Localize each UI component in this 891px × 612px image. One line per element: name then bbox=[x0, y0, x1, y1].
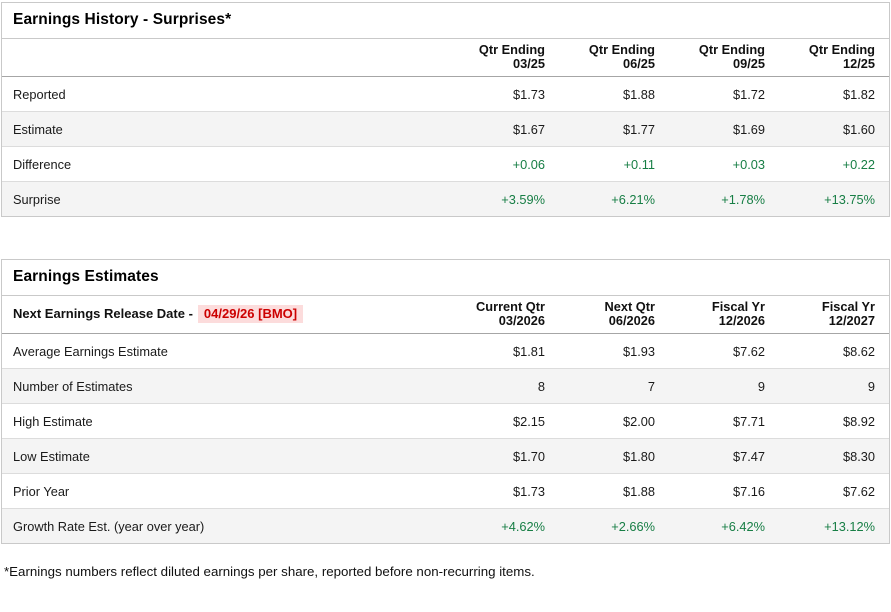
row-label: Average Earnings Estimate bbox=[13, 343, 168, 359]
col-header-line2: 03/2026 bbox=[498, 313, 545, 328]
estimates-col-header-1: Current Qtr 03/2026 bbox=[449, 296, 559, 334]
value-cell: +0.11 bbox=[559, 146, 669, 182]
value-cell: $1.60 bbox=[779, 111, 889, 147]
estimates-col-header-2: Next Qtr 06/2026 bbox=[559, 296, 669, 334]
value-cell: $8.30 bbox=[779, 438, 889, 474]
value-cell: $1.93 bbox=[622, 343, 655, 359]
row-label: Estimate bbox=[2, 111, 449, 147]
value-cell: $1.88 bbox=[622, 86, 655, 102]
table-row-surprise: Surprise +3.59% +6.21% +1.78% +13.75% bbox=[2, 181, 889, 216]
earnings-estimates-card: Earnings Estimates Next Earnings Release… bbox=[1, 259, 890, 544]
row-label: Difference bbox=[2, 146, 449, 182]
value-cell: +6.42% bbox=[669, 508, 779, 543]
next-earnings-release-date: 04/29/26 [BMO] bbox=[197, 305, 304, 323]
table-row-reported: Reported $1.73 $1.88 $1.72 $1.82 bbox=[2, 77, 889, 112]
value-cell: +0.06 bbox=[449, 146, 559, 182]
earnings-history-title: Earnings History - Surprises* bbox=[2, 3, 889, 39]
value-cell: 9 bbox=[779, 368, 889, 404]
history-col-header-2: Qtr Ending 06/25 bbox=[559, 39, 669, 77]
earnings-estimates-title: Earnings Estimates bbox=[2, 260, 889, 296]
col-header-line2: 03/25 bbox=[512, 56, 545, 71]
estimates-col-header-4: Fiscal Yr 12/2027 bbox=[779, 296, 889, 334]
value-cell: +4.62% bbox=[449, 508, 559, 543]
col-header-line1: Qtr Ending bbox=[588, 42, 655, 57]
next-earnings-release-cell: Next Earnings Release Date - 04/29/26 [BM… bbox=[2, 296, 449, 334]
value-cell: +1.78% bbox=[669, 181, 779, 216]
value-cell: +3.59% bbox=[449, 181, 559, 216]
col-header-line2: 06/25 bbox=[622, 56, 655, 71]
value-cell: +13.12% bbox=[779, 508, 889, 543]
col-header-line2: 06/2026 bbox=[608, 313, 655, 328]
table-row-difference: Difference +0.06 +0.11 +0.03 +0.22 bbox=[2, 146, 889, 182]
table-row-low-estimate: Low Estimate $1.70 $1.80 $7.47 $8.30 bbox=[2, 438, 889, 474]
col-header-line2: 12/2026 bbox=[718, 313, 765, 328]
earnings-history-card: Earnings History - Surprises* Qtr Ending… bbox=[1, 2, 890, 217]
col-header-line1: Fiscal Yr bbox=[821, 299, 875, 314]
value-cell: $2.15 bbox=[449, 403, 559, 439]
history-header-spacer bbox=[2, 39, 449, 77]
value-cell: $7.62 bbox=[779, 473, 889, 509]
row-label: High Estimate bbox=[2, 403, 449, 439]
value-cell: 8 bbox=[449, 368, 559, 404]
value-cell: $1.88 bbox=[559, 473, 669, 509]
table-row-prior-year: Prior Year $1.73 $1.88 $7.16 $7.62 bbox=[2, 473, 889, 509]
next-earnings-release-label: Next Earnings Release Date - bbox=[13, 306, 193, 321]
value-cell: $1.81 bbox=[512, 343, 545, 359]
value-cell: +6.21% bbox=[559, 181, 669, 216]
table-row-average-earnings-estimate: Average Earnings Estimate $1.81 $1.93 $7… bbox=[2, 334, 889, 369]
row-label: Low Estimate bbox=[2, 438, 449, 474]
earnings-page: Earnings History - Surprises* Qtr Ending… bbox=[1, 2, 890, 579]
value-cell: $1.70 bbox=[449, 438, 559, 474]
value-cell: $1.77 bbox=[559, 111, 669, 147]
value-cell: $1.82 bbox=[842, 86, 875, 102]
estimates-col-header-3: Fiscal Yr 12/2026 bbox=[669, 296, 779, 334]
history-col-header-4: Qtr Ending 12/25 bbox=[779, 39, 889, 77]
earnings-estimates-table: Next Earnings Release Date - 04/29/26 [BM… bbox=[2, 296, 889, 543]
value-cell: $1.80 bbox=[559, 438, 669, 474]
value-cell: $1.73 bbox=[449, 473, 559, 509]
value-cell: 9 bbox=[669, 368, 779, 404]
value-cell: +2.66% bbox=[559, 508, 669, 543]
history-header-row: Qtr Ending 03/25 Qtr Ending 06/25 Qtr En… bbox=[2, 39, 889, 77]
value-cell: +0.03 bbox=[669, 146, 779, 182]
earnings-footnote: *Earnings numbers reflect diluted earnin… bbox=[4, 564, 535, 579]
table-row-estimate: Estimate $1.67 $1.77 $1.69 $1.60 bbox=[2, 111, 889, 147]
col-header-line1: Next Qtr bbox=[604, 299, 656, 314]
table-row-growth-rate-estimate: Growth Rate Est. (year over year) +4.62%… bbox=[2, 508, 889, 543]
value-cell: 7 bbox=[559, 368, 669, 404]
value-cell: $1.67 bbox=[449, 111, 559, 147]
value-cell: $7.62 bbox=[732, 343, 765, 359]
estimates-header-row: Next Earnings Release Date - 04/29/26 [BM… bbox=[2, 296, 889, 334]
value-cell: $1.69 bbox=[669, 111, 779, 147]
value-cell: +13.75% bbox=[779, 181, 889, 216]
value-cell: $1.72 bbox=[732, 86, 765, 102]
earnings-history-table: Qtr Ending 03/25 Qtr Ending 06/25 Qtr En… bbox=[2, 39, 889, 216]
row-label: Surprise bbox=[2, 181, 449, 216]
value-cell: $2.00 bbox=[559, 403, 669, 439]
col-header-line1: Qtr Ending bbox=[478, 42, 545, 57]
value-cell: $8.92 bbox=[779, 403, 889, 439]
col-header-line1: Current Qtr bbox=[476, 299, 545, 314]
col-header-line2: 09/25 bbox=[732, 56, 765, 71]
value-cell: $8.62 bbox=[842, 343, 875, 359]
col-header-line2: 12/25 bbox=[842, 56, 875, 71]
row-label: Growth Rate Est. (year over year) bbox=[2, 508, 449, 543]
row-label: Reported bbox=[13, 86, 66, 102]
col-header-line1: Qtr Ending bbox=[808, 42, 875, 57]
history-col-header-1: Qtr Ending 03/25 bbox=[449, 39, 559, 77]
table-row-number-of-estimates: Number of Estimates 8 7 9 9 bbox=[2, 368, 889, 404]
col-header-line1: Qtr Ending bbox=[698, 42, 765, 57]
history-col-header-3: Qtr Ending 09/25 bbox=[669, 39, 779, 77]
row-label: Number of Estimates bbox=[2, 368, 449, 404]
col-header-line1: Fiscal Yr bbox=[711, 299, 765, 314]
value-cell: $7.71 bbox=[669, 403, 779, 439]
value-cell: $1.73 bbox=[512, 86, 545, 102]
value-cell: +0.22 bbox=[779, 146, 889, 182]
value-cell: $7.47 bbox=[669, 438, 779, 474]
col-header-line2: 12/2027 bbox=[828, 313, 875, 328]
table-row-high-estimate: High Estimate $2.15 $2.00 $7.71 $8.92 bbox=[2, 403, 889, 439]
value-cell: $7.16 bbox=[669, 473, 779, 509]
row-label: Prior Year bbox=[2, 473, 449, 509]
